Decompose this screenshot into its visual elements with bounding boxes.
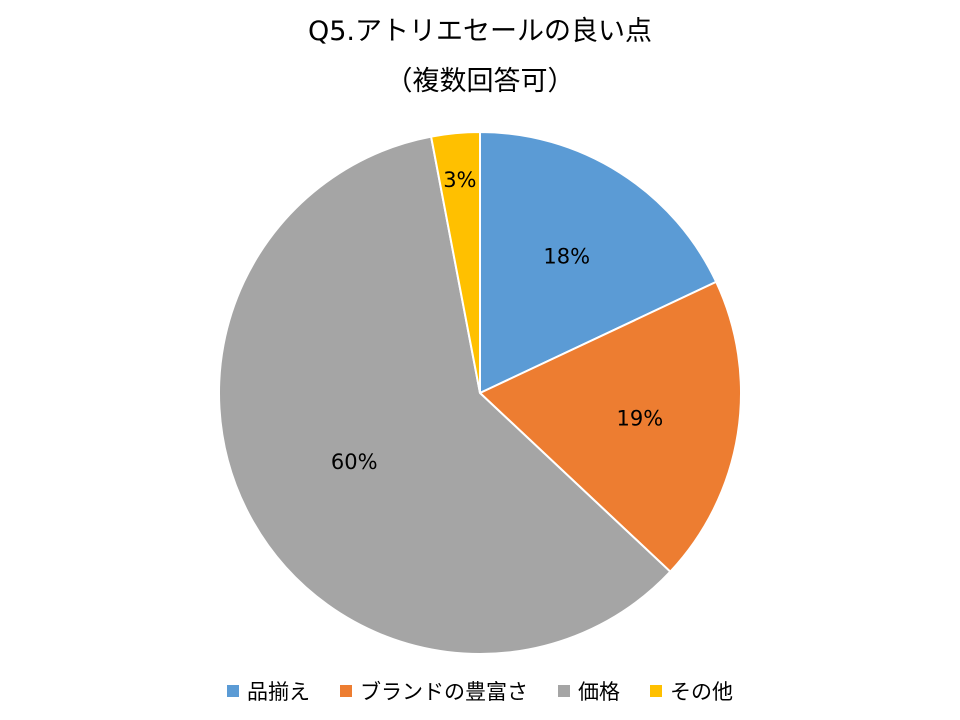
legend-swatch bbox=[558, 685, 570, 697]
legend-swatch bbox=[650, 685, 662, 697]
data-label: 19% bbox=[616, 406, 663, 430]
legend-item: 価格 bbox=[558, 676, 620, 706]
pie-slice bbox=[429, 130, 481, 394]
data-label: 18% bbox=[543, 244, 590, 268]
chart-subtitle: （複数回答可） bbox=[385, 66, 575, 97]
chart-legend: 品揃え ブランドの豊富さ 価格 その他 bbox=[0, 676, 960, 706]
pie-slice bbox=[218, 135, 672, 655]
legend-label: ブランドの豊富さ bbox=[360, 680, 528, 704]
legend-item: ブランドの豊富さ bbox=[340, 676, 528, 706]
pie-slice bbox=[479, 130, 718, 395]
legend-label: 品揃え bbox=[247, 680, 310, 704]
legend-swatch bbox=[227, 685, 239, 697]
pie-slice bbox=[478, 280, 742, 574]
data-label: 3% bbox=[443, 168, 476, 192]
legend-label: 価格 bbox=[578, 680, 620, 704]
legend-item: その他 bbox=[650, 676, 733, 706]
legend-label: その他 bbox=[670, 680, 733, 704]
data-label: 60% bbox=[331, 450, 378, 474]
legend-swatch bbox=[340, 685, 352, 697]
legend-item: 品揃え bbox=[227, 676, 310, 706]
chart-title: Q5.アトリエセールの良い点 bbox=[307, 16, 652, 47]
